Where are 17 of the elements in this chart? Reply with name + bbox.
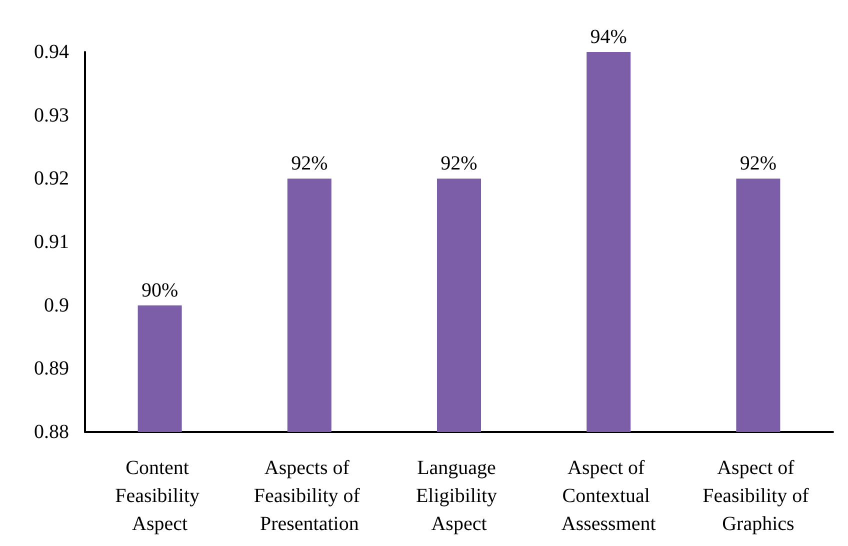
x-tick-label: Aspects of Feasibility of Presentation <box>254 457 365 535</box>
data-label: 94% <box>590 26 627 48</box>
x-tick-label: Aspect of Contextual Assessment <box>561 457 656 535</box>
y-tick-label: 0.9 <box>44 294 69 316</box>
y-tick-label: 0.93 <box>34 104 69 126</box>
y-tick-label: 0.92 <box>34 168 69 190</box>
x-tick-label: Content Feasibility Aspect <box>115 457 205 535</box>
y-tick-label: 0.91 <box>34 231 69 253</box>
data-label: 92% <box>740 152 777 175</box>
y-tick-label: 0.89 <box>34 358 69 380</box>
data-label: 92% <box>291 152 328 175</box>
y-tick-label: 0.88 <box>34 421 69 443</box>
x-tick-label: Language Eligibility Aspect <box>416 457 502 535</box>
x-tick-label: Aspect of Feasibility of Graphics <box>702 457 814 535</box>
data-label: 92% <box>440 152 478 175</box>
y-tick-label: 0.94 <box>34 41 69 63</box>
data-label: 90% <box>141 279 178 302</box>
